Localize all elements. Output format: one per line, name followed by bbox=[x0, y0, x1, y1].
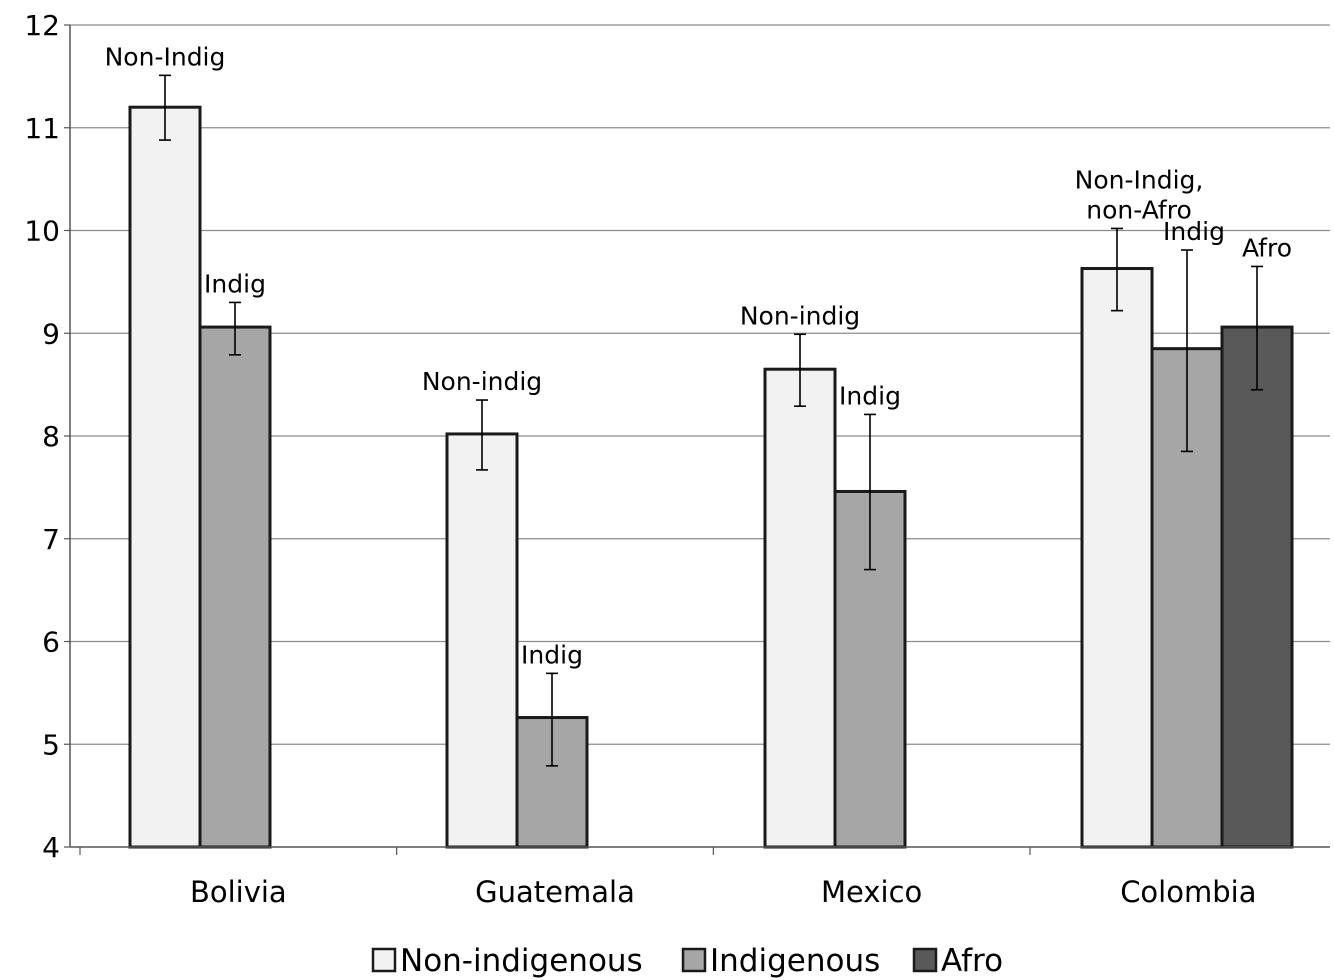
bar-afro bbox=[1220, 325, 1294, 849]
gridlines bbox=[70, 24, 1330, 745]
data-labels: Non-Indig Indig Non-indig Indig Non-indig Ind… bbox=[105, 42, 1292, 669]
data-label: Non-indig bbox=[422, 367, 542, 396]
legend: Non-indigenous Indigenous Afro bbox=[371, 943, 1003, 979]
legend-label-afro: Afro bbox=[941, 943, 1003, 979]
y-tick-label: 5 bbox=[42, 728, 60, 761]
legend-label-indigenous: Indigenous bbox=[710, 943, 880, 979]
bar-non-indigenous bbox=[1080, 267, 1154, 849]
legend-swatch-non-indigenous bbox=[371, 947, 397, 973]
y-tick-label: 12 bbox=[24, 9, 60, 42]
y-axis-tick-labels: 4 5 6 7 8 9 10 11 12 bbox=[24, 9, 60, 864]
data-label: Indig bbox=[1163, 217, 1225, 246]
legend-label-non-indigenous: Non-indigenous bbox=[400, 943, 643, 979]
legend-swatch-afro bbox=[912, 947, 938, 973]
y-tick-label: 10 bbox=[24, 215, 60, 248]
bar-non-indigenous bbox=[763, 367, 837, 849]
y-tick-label: 11 bbox=[24, 112, 60, 145]
x-axis-category-labels: Bolivia Guatemala Mexico Colombia bbox=[190, 875, 1257, 909]
error-bars bbox=[159, 74, 1263, 767]
data-label: Non-Indig, bbox=[1075, 165, 1204, 194]
y-tick-label: 4 bbox=[42, 831, 60, 864]
data-label: non-Afro bbox=[1086, 195, 1192, 224]
bars bbox=[128, 105, 1294, 849]
data-label: Indig bbox=[839, 381, 901, 410]
bar-non-indigenous bbox=[445, 432, 519, 849]
category-label: Colombia bbox=[1120, 875, 1256, 909]
bar-indigenous bbox=[198, 325, 272, 849]
category-label: Guatemala bbox=[475, 875, 635, 909]
data-label: Indig bbox=[521, 640, 583, 669]
data-label: Indig bbox=[204, 269, 266, 298]
axes bbox=[64, 24, 1330, 855]
bar-non-indigenous bbox=[128, 105, 202, 849]
data-label: Non-indig bbox=[740, 301, 860, 330]
data-label: Afro bbox=[1242, 233, 1292, 262]
y-tick-label: 8 bbox=[42, 420, 60, 453]
legend-swatch-indigenous bbox=[681, 947, 707, 973]
category-label: Mexico bbox=[821, 875, 922, 909]
y-tick-label: 7 bbox=[42, 523, 60, 556]
y-tick-label: 6 bbox=[42, 626, 60, 659]
y-tick-label: 9 bbox=[42, 317, 60, 350]
category-label: Bolivia bbox=[190, 875, 287, 909]
data-label: Non-Indig bbox=[105, 42, 226, 71]
